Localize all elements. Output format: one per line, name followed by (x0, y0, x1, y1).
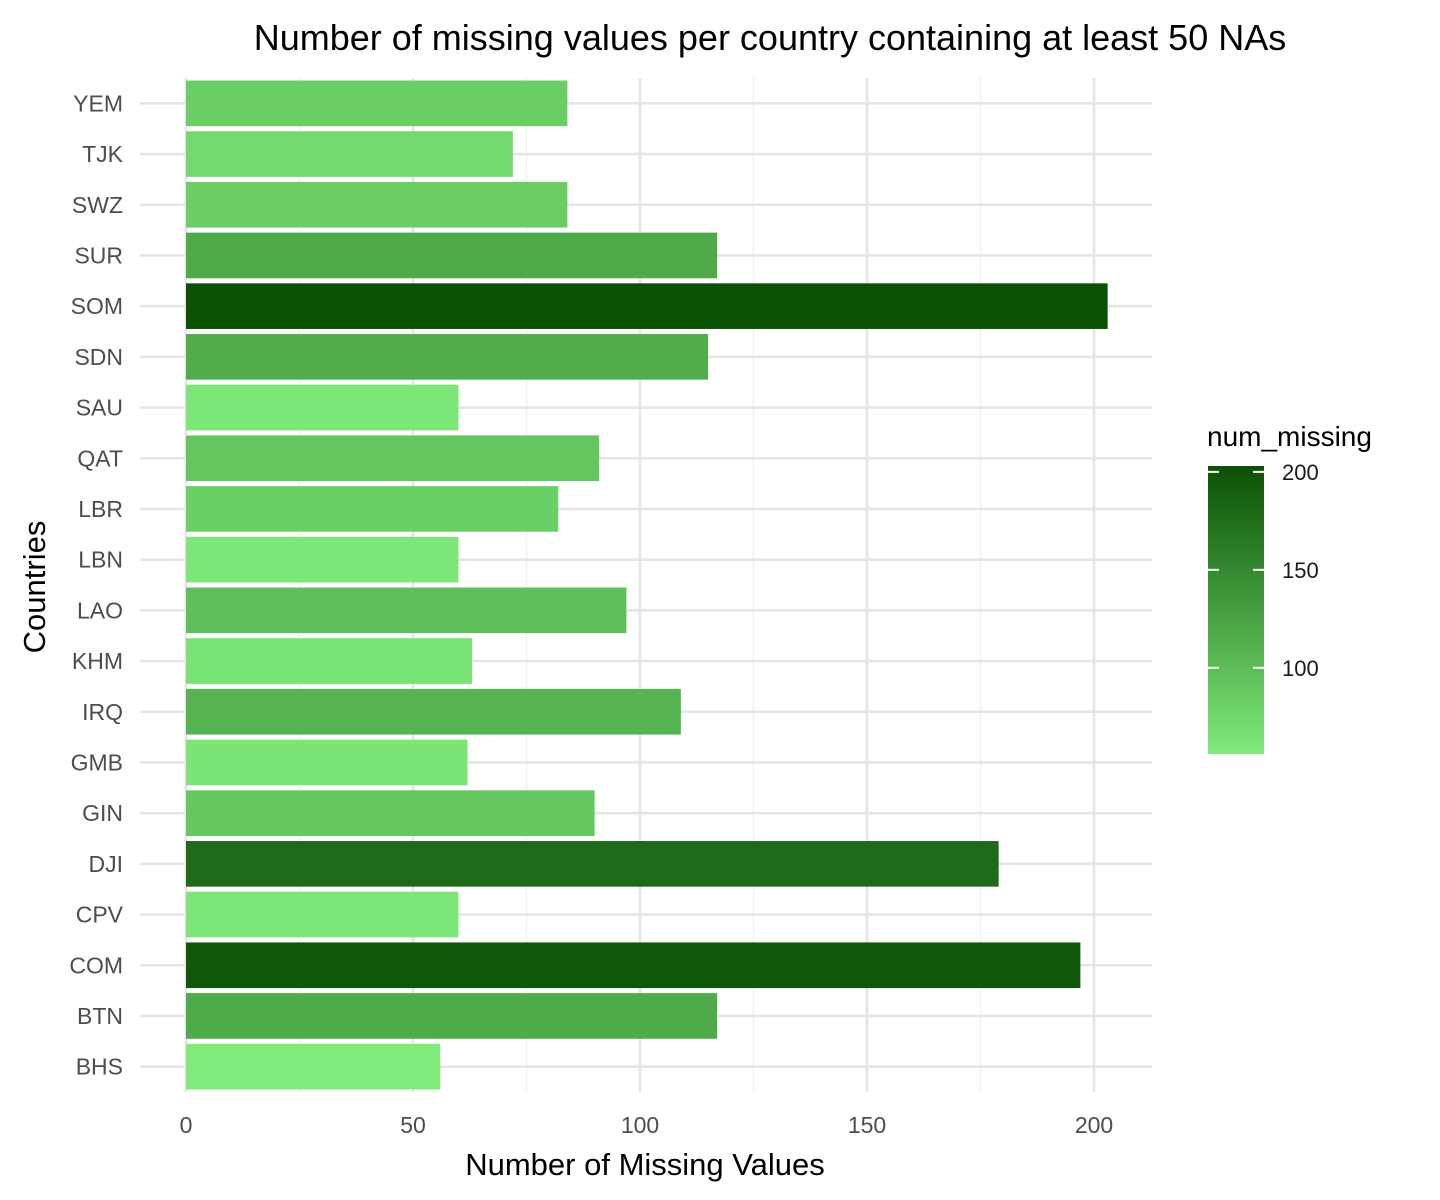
color-legend: num_missing 100 150 200 (1207, 421, 1372, 754)
bar-gin (186, 790, 595, 836)
y-tick-label: SUR (74, 242, 123, 268)
x-tick-labels: 0 50 100 150 200 (180, 1112, 1114, 1138)
y-tick-label: YEM (73, 90, 123, 116)
bar-khm (186, 638, 473, 684)
y-tick-label: LBN (78, 547, 123, 573)
bar-bhs (186, 1043, 441, 1090)
y-tick-label: SWZ (72, 192, 123, 218)
x-tick-label: 200 (1075, 1112, 1113, 1138)
bar-sdn (186, 334, 709, 380)
y-tick-label: SDN (74, 344, 123, 370)
x-tick-label: 50 (400, 1112, 426, 1138)
legend-tick-label: 150 (1282, 558, 1319, 583)
y-tick-label: COM (69, 952, 123, 978)
y-axis-title: Countries (17, 521, 52, 654)
y-tick-label: GIN (82, 800, 123, 826)
legend-ticks: 100 150 200 (1208, 460, 1319, 681)
bar-yem (186, 80, 568, 127)
y-tick-labels: BHS BTN COM CPV DJI GIN GMB IRQ KHM LAO LBN LBR QAT S… (69, 90, 123, 1079)
y-tick-label: KHM (72, 648, 123, 674)
bar-lbn (186, 536, 459, 583)
y-tick-label: IRQ (82, 699, 123, 725)
x-tick-label: 150 (848, 1112, 886, 1138)
x-axis-title: Number of Missing Values (465, 1147, 825, 1182)
bar-swz (186, 181, 568, 228)
bar-btn (186, 993, 718, 1039)
bar-dji (186, 841, 999, 887)
bar-gmb (186, 739, 468, 786)
bar-irq (186, 688, 681, 735)
bar-com (186, 942, 1081, 989)
bar-lao (186, 587, 627, 634)
bar-tjk (186, 131, 513, 177)
legend-colorbar (1208, 466, 1264, 754)
bar-cpv (186, 891, 459, 938)
x-tick-label: 100 (621, 1112, 659, 1138)
y-tick-label: LAO (77, 597, 123, 623)
y-tick-label: GMB (71, 749, 123, 775)
bar-sur (186, 232, 718, 279)
y-tick-label: SOM (71, 293, 123, 319)
legend-tick-label: 200 (1282, 460, 1319, 485)
bar-som (186, 283, 1108, 329)
bar-sau (186, 384, 459, 431)
bars-group (186, 80, 1108, 1090)
y-tick-label: BHS (76, 1054, 123, 1080)
chart-title: Number of missing values per country con… (254, 17, 1287, 58)
bar-qat (186, 435, 600, 482)
y-tick-label: BTN (77, 1003, 123, 1029)
y-tick-label: LBR (78, 496, 123, 522)
y-tick-label: TJK (82, 141, 124, 167)
bar-lbr (186, 486, 559, 532)
legend-tick-label: 100 (1282, 656, 1319, 681)
legend-title: num_missing (1207, 421, 1372, 452)
y-tick-label: CPV (76, 902, 124, 928)
y-tick-label: SAU (76, 395, 123, 421)
x-tick-label: 0 (180, 1112, 193, 1138)
y-tick-label: QAT (77, 445, 123, 471)
y-tick-label: DJI (89, 851, 124, 877)
plot-grid (140, 78, 1152, 1092)
